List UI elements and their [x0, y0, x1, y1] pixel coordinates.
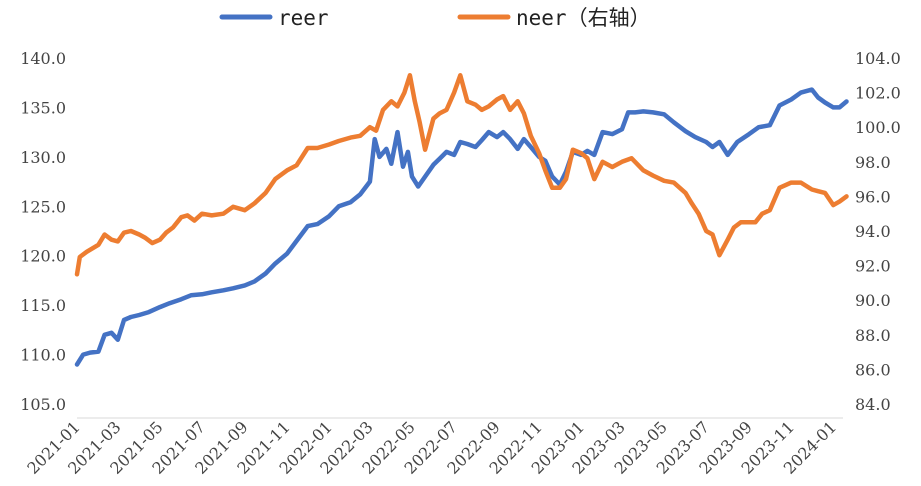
right-tick-label: 96.0 [855, 187, 891, 206]
right-tick-label: 90.0 [855, 291, 891, 310]
left-tick-label: 125.0 [20, 197, 66, 216]
legend-label: neer（右轴） [516, 6, 651, 30]
right-tick-label: 100.0 [855, 118, 901, 137]
left-tick-label: 130.0 [20, 148, 66, 167]
right-axis-ticks: 84.0 86.0 88.0 90.0 92.0 94.0 96.0 98.0 100.0 102… [855, 49, 901, 414]
series-layer [74, 73, 849, 367]
left-axis-ticks: 105.0 110.0 115.0 120.0 125.0 130.0 135.0 140.0 [20, 49, 66, 414]
series-line-reer [74, 87, 849, 367]
left-tick-label: 135.0 [20, 98, 66, 117]
legend-label: reer [278, 6, 329, 30]
right-tick-label: 102.0 [855, 84, 901, 103]
legend: reer neer（右轴） [219, 6, 651, 30]
right-tick-label: 92.0 [855, 257, 891, 276]
right-tick-label: 98.0 [855, 153, 891, 172]
right-tick-label: 84.0 [855, 395, 891, 414]
right-tick-label: 88.0 [855, 326, 891, 345]
right-tick-label: 94.0 [855, 222, 891, 241]
right-tick-label: 104.0 [855, 49, 901, 68]
left-tick-label: 120.0 [20, 247, 66, 266]
x-axis-ticks: 2021-012021-032021-052021-072021-092021-… [23, 417, 840, 477]
left-tick-label: 115.0 [20, 296, 66, 315]
left-tick-label: 105.0 [20, 395, 66, 414]
series-line-neer [74, 73, 849, 277]
right-tick-label: 86.0 [855, 360, 891, 379]
left-tick-label: 140.0 [20, 49, 66, 68]
left-tick-label: 110.0 [20, 346, 66, 365]
